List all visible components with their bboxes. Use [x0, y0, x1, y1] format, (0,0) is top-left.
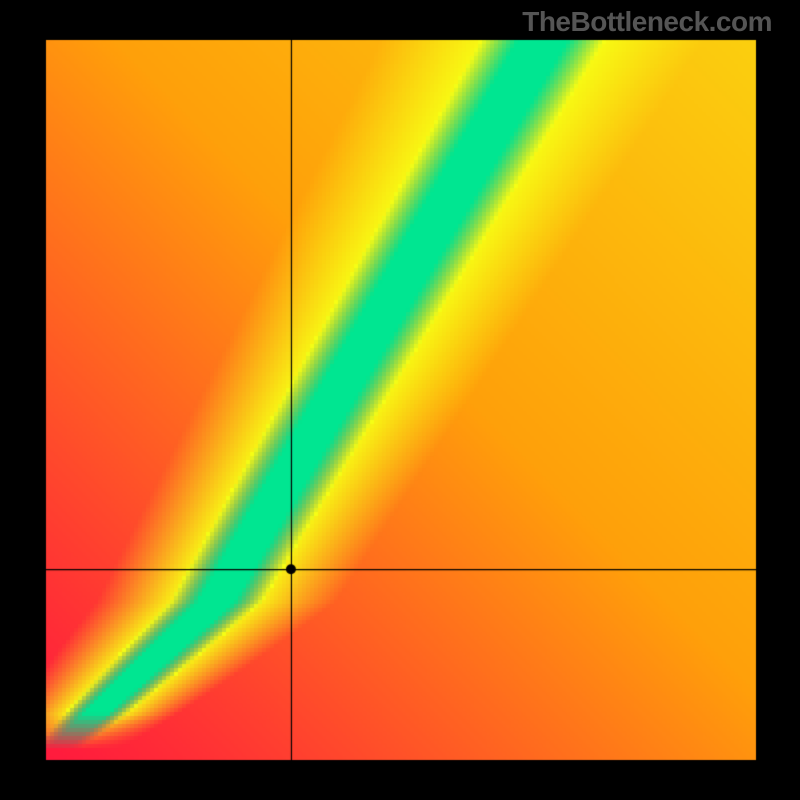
watermark-text: TheBottleneck.com [522, 6, 772, 38]
bottleneck-heatmap [0, 0, 800, 800]
chart-container: TheBottleneck.com [0, 0, 800, 800]
